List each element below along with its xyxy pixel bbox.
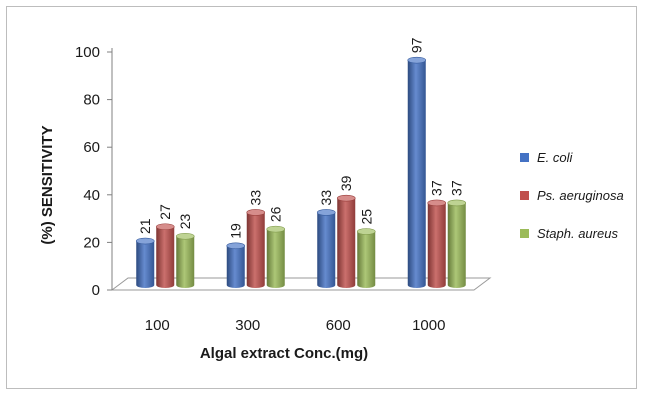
legend-label: Ps. aeruginosa	[537, 188, 624, 203]
legend-item: Staph. aureus	[520, 226, 618, 241]
bar	[407, 56, 427, 288]
legend-label: E. coli	[537, 150, 574, 165]
x-tick-label: 600	[326, 317, 351, 334]
bar	[427, 199, 447, 288]
legend-item: E. coli	[520, 150, 574, 165]
legend-swatch	[520, 229, 529, 238]
bar-value-label: 33	[248, 190, 264, 206]
y-tick-label: 100	[75, 44, 100, 61]
bar	[135, 237, 155, 288]
y-tick-label: 0	[92, 282, 100, 299]
bar	[447, 199, 467, 288]
bar-value-label: 21	[137, 218, 153, 234]
bar-value-label: 25	[358, 209, 374, 225]
y-axis-title: (%) SENSITIVITY	[39, 125, 56, 244]
chart-floor-plane	[110, 277, 492, 291]
x-axis-title: Algal extract Conc.(mg)	[200, 345, 368, 362]
y-tick-label: 60	[83, 139, 100, 156]
chart-frame	[6, 6, 637, 389]
bar-value-label: 23	[177, 213, 193, 229]
bar-value-label: 39	[338, 175, 354, 191]
bars	[135, 56, 467, 288]
bar	[266, 225, 286, 288]
y-tick-label: 80	[83, 92, 100, 109]
bar-value-label: 97	[409, 37, 425, 53]
chart-floor	[110, 277, 492, 291]
bar	[316, 209, 336, 288]
x-tick-label: 100	[145, 317, 170, 334]
y-tick-label: 20	[83, 234, 100, 251]
bar-value-label: 26	[268, 206, 284, 222]
bar-value-label: 37	[429, 180, 445, 196]
bar	[226, 242, 246, 288]
legend-swatch	[520, 153, 529, 162]
bar	[356, 228, 376, 288]
legend-item: Ps. aeruginosa	[520, 188, 624, 203]
x-tick-label: 1000	[412, 317, 445, 334]
bar	[246, 209, 266, 288]
bar	[175, 232, 195, 288]
bar	[336, 194, 356, 288]
bar-value-label: 19	[228, 223, 244, 239]
axes: 0 20 40 60 80 100 100 300 600 1000	[75, 44, 445, 334]
bar-value-label: 27	[157, 204, 173, 220]
bar-value-label: 33	[318, 190, 334, 206]
legend: E. coli Ps. aeruginosa Staph. aureus	[520, 150, 624, 241]
legend-label: Staph. aureus	[537, 226, 618, 241]
x-tick-label: 300	[235, 317, 260, 334]
y-tick-label: 40	[83, 187, 100, 204]
legend-swatch	[520, 191, 529, 200]
bar-value-label: 37	[449, 180, 465, 196]
bar	[155, 223, 175, 288]
